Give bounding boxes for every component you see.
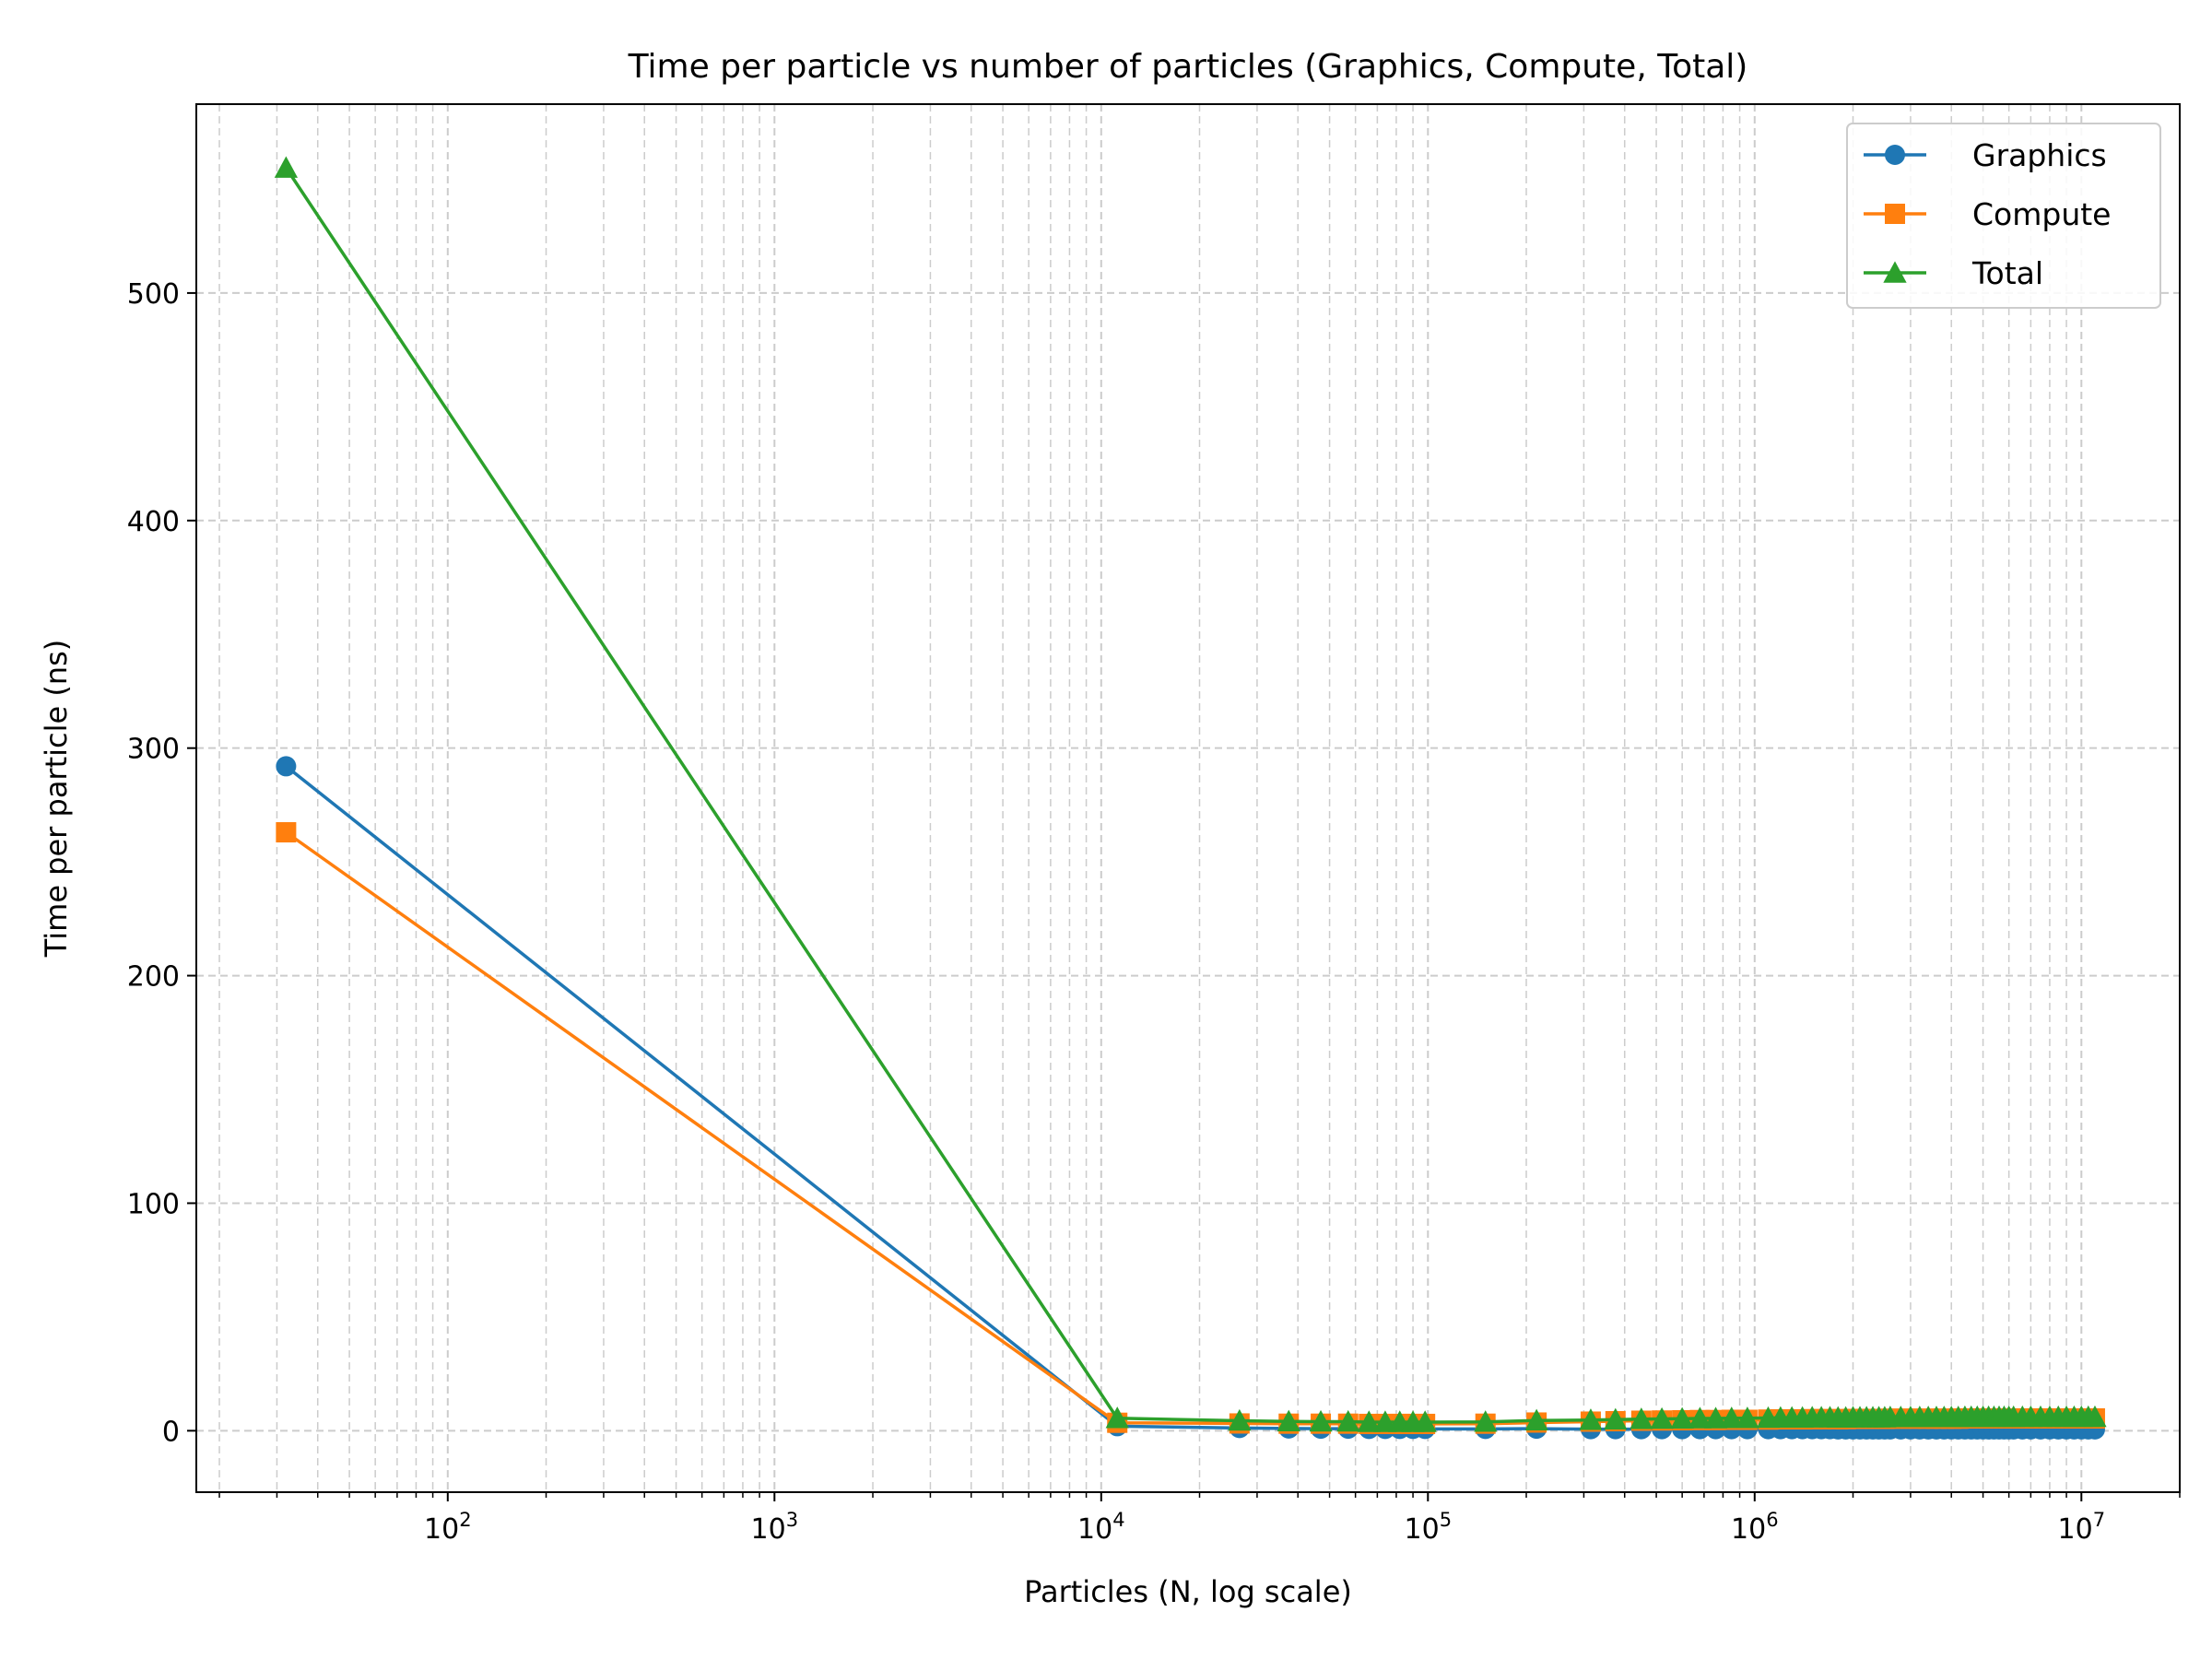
data-point-graphics [276,756,297,777]
data-point-total [1604,1407,1628,1430]
data-point-total [1735,1406,1759,1429]
y-tick-label: 400 [127,506,180,538]
data-point-compute [276,822,297,843]
y-tick-label: 100 [127,1188,180,1220]
grid [196,104,2181,1492]
data-point-total [1650,1406,1674,1430]
data-point-total [1228,1408,1252,1431]
x-tick-label: 103 [751,1509,799,1546]
data-point-total [1336,1409,1360,1432]
data-point-total [1105,1406,1129,1429]
data-point-total [2083,1405,2107,1428]
legend: Graphics Compute Total [1846,123,2161,309]
x-axis-label: Particles (N, log scale) [1024,1574,1352,1609]
data-point-total [1474,1410,1498,1432]
data-point-total [1670,1406,1694,1430]
legend-item-total: Total [1864,255,2043,291]
data-point-total [1413,1410,1437,1432]
data-point-total [1357,1410,1381,1432]
data-point-total [1688,1406,1712,1429]
legend-frame [1846,123,2161,309]
legend-label-total: Total [1971,255,2043,291]
y-tick-label: 0 [162,1416,180,1448]
y-axis-label: Time per particle (ns) [39,640,74,959]
x-tick-label: 107 [2058,1509,2106,1546]
data-point-total [1630,1407,1653,1430]
chart-title: Time per particle vs number of particles… [628,48,1748,86]
data-point-total [1277,1409,1300,1431]
ticks: 0 100 200 300 400 500 102 103 104 105 106 107 [127,278,2181,1546]
y-tick-label: 200 [127,961,180,994]
data-point-total [1720,1406,1744,1429]
data-point-total [1579,1408,1603,1430]
data-point-total [1703,1406,1728,1429]
data-point-total [1524,1408,1548,1430]
x-tick-label: 102 [424,1509,472,1546]
legend-item-graphics: Graphics [1864,137,2107,173]
plot-frame [195,103,2181,1493]
y-tick-label: 500 [127,278,180,311]
data-point-total [274,156,299,178]
x-tick-label: 105 [1405,1509,1453,1546]
legend-marker-graphics [1885,145,1905,165]
legend-marker-compute [1885,204,1905,224]
data-point-total [1309,1409,1333,1432]
legend-label-compute: Compute [1972,196,2111,232]
legend-item-compute: Compute [1864,196,2111,232]
legend-label-graphics: Graphics [1972,137,2107,173]
series-layer [274,156,2107,1440]
y-tick-label: 300 [127,734,180,766]
series-total [274,156,2107,1432]
x-tick-label: 106 [1731,1509,1779,1546]
x-tick-label: 104 [1077,1509,1125,1546]
legend-marker-total [1883,261,1907,283]
